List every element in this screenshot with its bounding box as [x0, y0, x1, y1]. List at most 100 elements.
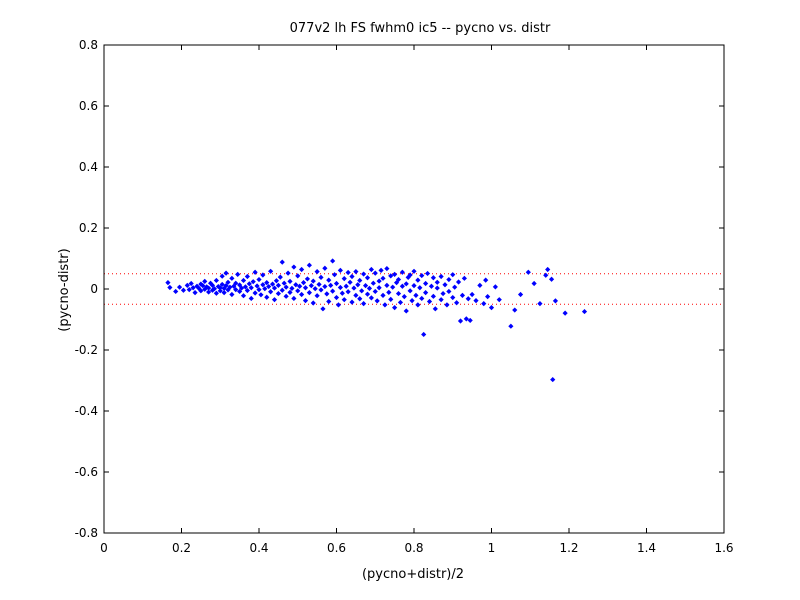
data-point — [262, 286, 268, 292]
data-point — [362, 283, 369, 289]
data-point — [531, 280, 537, 287]
data-point — [461, 275, 467, 281]
data-point — [180, 287, 187, 293]
data-point — [200, 283, 206, 289]
data-point — [206, 289, 212, 295]
data-point — [318, 274, 324, 281]
data-point — [335, 302, 342, 308]
data-point — [353, 269, 359, 275]
data-point — [372, 270, 378, 276]
data-point — [537, 301, 543, 307]
data-point — [438, 273, 444, 280]
data-point — [173, 288, 179, 295]
data-point — [221, 285, 227, 291]
data-point — [256, 276, 262, 283]
data-point — [188, 280, 194, 287]
y-tick-label: 0 — [90, 282, 98, 296]
data-point — [233, 280, 239, 286]
x-tick-label: 1.4 — [637, 541, 656, 555]
data-point — [454, 300, 460, 306]
data-point — [184, 282, 190, 288]
x-tick-label: 1 — [488, 541, 496, 555]
data-point — [349, 273, 355, 280]
y-tick-label: -0.4 — [75, 404, 98, 418]
data-point — [314, 293, 320, 299]
data-point — [351, 285, 357, 291]
data-point — [235, 271, 241, 277]
data-point — [330, 258, 336, 264]
data-point — [341, 276, 347, 282]
data-point — [512, 307, 518, 313]
data-point — [339, 290, 345, 296]
data-point — [244, 273, 250, 280]
data-point — [237, 288, 243, 295]
data-point — [300, 279, 307, 286]
data-point — [446, 288, 452, 295]
data-point — [345, 269, 351, 276]
data-point — [423, 280, 429, 287]
data-point — [209, 282, 216, 288]
data-point — [390, 284, 396, 290]
data-point — [395, 276, 402, 283]
data-point — [413, 292, 419, 299]
data-point — [248, 295, 254, 302]
data-point — [190, 285, 196, 291]
data-point — [260, 272, 266, 278]
data-point — [176, 284, 183, 290]
data-point — [434, 279, 440, 285]
data-point — [229, 291, 235, 298]
data-point — [186, 287, 192, 293]
x-tick-label: 0.8 — [404, 541, 423, 555]
data-point — [368, 295, 374, 301]
data-point — [543, 272, 549, 278]
data-point — [308, 283, 314, 289]
data-point — [299, 266, 305, 273]
data-point — [287, 289, 293, 295]
data-point — [359, 288, 365, 294]
data-point — [306, 290, 312, 296]
data-point — [392, 271, 398, 277]
data-point — [473, 297, 479, 304]
data-point — [260, 282, 266, 288]
x-axis-title: (pycno+distr)/2 — [362, 567, 464, 582]
data-point — [347, 279, 353, 285]
data-point — [250, 279, 256, 285]
data-point — [423, 290, 429, 296]
data-point — [238, 285, 245, 291]
data-point — [248, 285, 254, 291]
data-point — [415, 302, 421, 308]
data-point — [438, 297, 444, 303]
x-tick-label: 0.2 — [172, 541, 191, 555]
data-point — [322, 283, 328, 290]
data-point — [271, 285, 278, 291]
data-point — [213, 277, 219, 284]
data-point — [331, 272, 338, 278]
data-point — [562, 310, 568, 316]
data-point — [337, 284, 343, 291]
data-point — [370, 280, 376, 286]
data-point — [246, 281, 252, 287]
data-point — [287, 278, 293, 284]
data-point — [395, 290, 402, 297]
data-point — [237, 282, 243, 288]
data-point — [380, 275, 386, 281]
data-point — [550, 376, 556, 383]
data-point — [295, 273, 301, 279]
data-point — [312, 286, 318, 292]
data-point — [399, 283, 405, 289]
data-point — [271, 297, 278, 303]
data-point — [477, 282, 483, 288]
data-point — [202, 278, 208, 284]
data-point — [240, 277, 247, 284]
data-point — [378, 267, 384, 273]
data-point — [457, 318, 464, 324]
data-point — [219, 273, 225, 279]
data-point — [283, 284, 289, 290]
data-point — [361, 301, 367, 307]
data-point — [207, 280, 214, 286]
data-point — [322, 265, 328, 271]
y-tick-label: 0.6 — [79, 99, 98, 113]
data-point — [295, 288, 301, 294]
data-point — [213, 290, 219, 296]
